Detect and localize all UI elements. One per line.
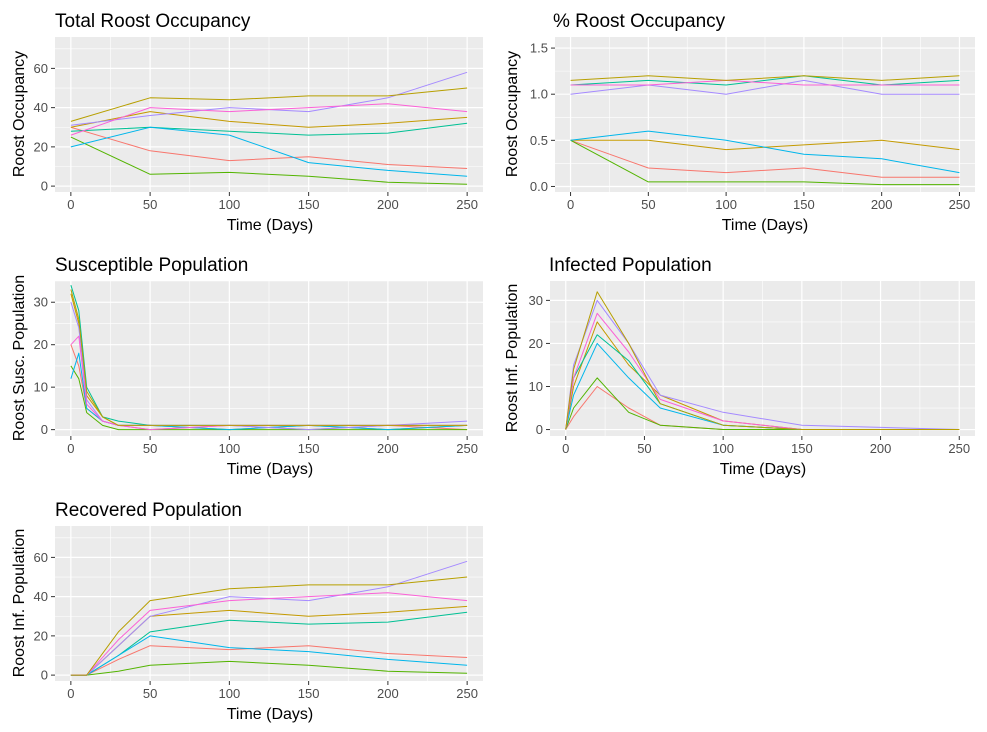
x-axis-title: Time (Days) — [227, 217, 314, 234]
y-tick-label: 40 — [34, 589, 48, 604]
x-tick-label: 0 — [562, 441, 569, 456]
y-tick-label: 0.5 — [530, 133, 548, 148]
series-line-7 — [565, 312, 960, 430]
x-tick-label: 50 — [143, 686, 157, 701]
y-axis-title: Roost Occupancy — [504, 51, 521, 177]
y-axis-title: Roost Inf. Population — [504, 284, 521, 433]
y-axis-title: Roost Inf. Population — [11, 529, 28, 678]
x-tick-label: 150 — [298, 686, 320, 701]
y-tick-label: 60 — [34, 550, 48, 565]
y-tick-label: 0 — [41, 422, 48, 437]
chart-title: Infected Population — [549, 255, 712, 276]
series-line-5 — [570, 130, 960, 174]
chart-panel-2: 0.0 0.5 1.0 1.5 0 50 100 150 200 250 % Roost Occup… — [504, 11, 975, 234]
x-tick-label: 150 — [791, 441, 813, 456]
x-tick-label: 250 — [456, 686, 478, 701]
x-tick-label: 150 — [298, 197, 320, 212]
chart-panel-3: 0 10 20 30 0 50 100 150 200 250 Susceptible Popula… — [11, 255, 483, 478]
x-tick-label: 250 — [949, 197, 971, 212]
y-axis-title: Roost Occupancy — [11, 51, 28, 177]
x-tick-label: 50 — [143, 441, 157, 456]
x-axis-title: Time (Days) — [722, 217, 809, 234]
chart-panel-4: 0 10 20 30 0 50 100 150 200 250 Infected Populatio… — [504, 255, 975, 478]
y-tick-label: 10 — [34, 380, 48, 395]
x-axis-title: Time (Days) — [227, 706, 314, 723]
chart-title: % Roost Occupancy — [553, 11, 726, 32]
series-line-1 — [70, 645, 468, 676]
y-tick-label: 0 — [41, 668, 48, 683]
x-tick-label: 100 — [715, 197, 737, 212]
series-line-5 — [70, 126, 468, 177]
y-tick-label: 0 — [41, 179, 48, 194]
y-tick-label: 10 — [529, 379, 543, 394]
series-line-3 — [70, 136, 468, 185]
x-axis-title: Time (Days) — [227, 461, 314, 478]
series-line-1 — [570, 139, 960, 178]
y-tick-label: 20 — [529, 336, 543, 351]
chart-panel-1: 0 20 40 60 0 50 100 150 200 250 Total Roost Occupa… — [11, 11, 483, 234]
series-line-3 — [565, 377, 960, 430]
series-line-8 — [70, 576, 468, 676]
x-tick-label: 100 — [219, 441, 241, 456]
series-line-6 — [565, 299, 960, 430]
series-line-8 — [570, 75, 960, 81]
series-line-3 — [570, 139, 960, 186]
x-tick-label: 200 — [377, 686, 399, 701]
y-tick-label: 30 — [529, 293, 543, 308]
chart-title: Total Roost Occupancy — [55, 11, 251, 32]
x-tick-label: 200 — [377, 441, 399, 456]
series-line-6 — [70, 560, 468, 676]
y-tick-label: 1.0 — [530, 87, 548, 102]
y-tick-label: 20 — [34, 139, 48, 154]
x-tick-label: 200 — [377, 197, 399, 212]
y-tick-label: 30 — [34, 295, 48, 310]
y-tick-label: 60 — [34, 61, 48, 76]
series-line-8 — [70, 289, 468, 426]
x-tick-label: 0 — [67, 197, 74, 212]
series-line-3 — [70, 660, 468, 676]
x-tick-label: 100 — [219, 197, 241, 212]
x-tick-label: 250 — [948, 441, 970, 456]
series-line-4 — [70, 122, 468, 136]
x-tick-label: 50 — [641, 197, 655, 212]
chart-panel-5: 0 20 40 60 0 50 100 150 200 250 Recovered Populati… — [11, 500, 483, 723]
y-tick-label: 1.5 — [530, 41, 548, 56]
series-line-2 — [70, 111, 468, 128]
x-tick-label: 200 — [870, 441, 892, 456]
series-line-1 — [70, 126, 468, 169]
series-line-4 — [570, 75, 960, 86]
series-line-6 — [570, 79, 960, 95]
series-line-8 — [565, 291, 960, 430]
y-axis-title: Roost Susc. Population — [11, 275, 28, 441]
chart-title: Susceptible Population — [55, 255, 248, 276]
y-tick-label: 40 — [34, 100, 48, 115]
y-tick-label: 0 — [536, 422, 543, 437]
series-line-8 — [70, 87, 468, 122]
x-axis-title: Time (Days) — [720, 461, 807, 478]
x-tick-label: 0 — [567, 197, 574, 212]
x-tick-label: 0 — [67, 686, 74, 701]
series-line-7 — [70, 592, 468, 676]
x-tick-label: 250 — [456, 441, 478, 456]
x-tick-label: 0 — [67, 441, 74, 456]
x-tick-label: 150 — [793, 197, 815, 212]
y-tick-label: 0.0 — [530, 179, 548, 194]
series-line-7 — [570, 79, 960, 86]
chart-title: Recovered Population — [55, 500, 242, 521]
x-tick-label: 100 — [219, 686, 241, 701]
x-tick-label: 250 — [456, 197, 478, 212]
x-tick-label: 200 — [871, 197, 893, 212]
y-tick-label: 20 — [34, 628, 48, 643]
x-tick-label: 100 — [712, 441, 734, 456]
x-tick-label: 150 — [298, 441, 320, 456]
x-tick-label: 50 — [637, 441, 651, 456]
x-tick-label: 50 — [143, 197, 157, 212]
y-tick-label: 20 — [34, 337, 48, 352]
series-line-5 — [70, 635, 468, 676]
series-line-7 — [70, 103, 468, 136]
series-line-3 — [70, 365, 468, 431]
